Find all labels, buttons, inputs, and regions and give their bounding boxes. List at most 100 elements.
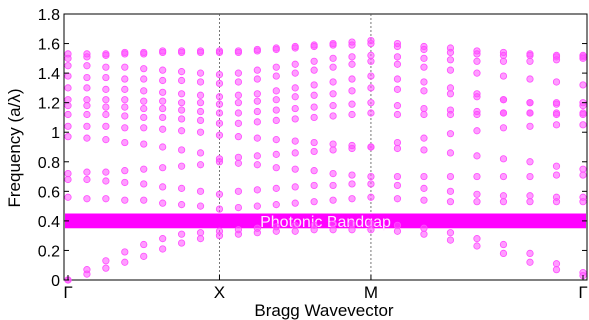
band-point — [579, 165, 587, 173]
band-point — [178, 68, 186, 76]
band-point — [420, 134, 428, 142]
band-point — [446, 90, 455, 98]
band-point — [102, 122, 110, 130]
band-point — [234, 78, 243, 86]
band-markers — [64, 36, 587, 284]
band-point — [272, 44, 280, 52]
band-point — [420, 54, 428, 62]
band-point — [310, 181, 318, 190]
band-point — [178, 90, 186, 98]
band-point — [121, 258, 129, 266]
band-point — [140, 140, 148, 148]
band-point — [83, 134, 91, 142]
y-tick-label: 0.4 — [38, 214, 60, 231]
band-point — [291, 69, 299, 77]
band-point — [178, 162, 186, 170]
band-point — [121, 48, 129, 57]
band-point — [196, 78, 205, 86]
band-point — [64, 102, 72, 110]
band-point — [159, 104, 167, 113]
band-point — [291, 199, 299, 207]
band-point — [579, 171, 587, 179]
band-point — [291, 60, 299, 68]
band-point — [329, 112, 337, 120]
band-point — [499, 240, 508, 249]
band-point — [552, 162, 561, 170]
band-point — [310, 221, 318, 229]
band-point — [159, 199, 167, 207]
band-point — [234, 119, 243, 127]
band-point — [329, 54, 337, 62]
band-point — [329, 226, 337, 234]
band-point — [552, 51, 561, 59]
band-point — [140, 165, 148, 173]
band-point — [196, 128, 205, 136]
band-series-12 — [64, 57, 587, 89]
band-point — [178, 184, 186, 192]
band-point — [121, 124, 129, 132]
band-point — [552, 266, 561, 274]
band-point — [291, 137, 299, 145]
band-point — [234, 47, 243, 55]
band-point — [579, 269, 587, 277]
band-point — [420, 42, 428, 51]
band-point — [446, 198, 455, 206]
band-point — [310, 198, 318, 206]
band-point — [473, 242, 481, 250]
band-point — [178, 47, 186, 55]
band-point — [121, 112, 129, 120]
band-point — [473, 198, 481, 206]
band-point — [499, 192, 508, 200]
band-point — [420, 87, 428, 95]
band-point — [329, 181, 337, 190]
band-point — [291, 149, 299, 157]
band-point — [102, 195, 110, 203]
band-point — [159, 97, 167, 105]
band-point — [215, 190, 224, 198]
band-point — [329, 220, 337, 228]
band-point — [291, 183, 299, 191]
band-point — [159, 66, 167, 74]
band-point — [348, 110, 356, 119]
band-series-5 — [64, 158, 587, 181]
band-point — [526, 75, 534, 83]
y-tick-label: 1.4 — [38, 66, 60, 83]
band-point — [552, 110, 561, 119]
band-point — [83, 50, 91, 58]
band-point — [310, 41, 318, 49]
band-point — [83, 96, 91, 104]
band-series-10 — [64, 84, 587, 110]
band-point — [272, 106, 280, 114]
band-point — [215, 70, 224, 79]
band-point — [159, 143, 167, 151]
band-point — [64, 84, 72, 92]
band-point — [446, 149, 455, 157]
band-point — [393, 172, 402, 181]
band-point — [367, 57, 375, 65]
band-point — [234, 99, 243, 107]
x-axis-label: Bragg Wavevector — [254, 301, 394, 320]
band-point — [140, 87, 148, 95]
band-point — [272, 201, 280, 209]
band-point — [178, 99, 186, 107]
y-axis-ticks: 0 0.2 0.4 0.6 0.8 1 1.2 1.4 1.6 1.8 — [38, 7, 587, 290]
band-point — [196, 187, 205, 195]
band-point — [473, 235, 481, 243]
band-point — [121, 75, 129, 83]
band-point — [348, 53, 356, 61]
band-point — [446, 187, 455, 195]
band-point — [159, 245, 167, 253]
band-point — [291, 115, 299, 123]
band-point — [526, 198, 534, 206]
band-point — [420, 196, 428, 204]
band-point — [64, 175, 72, 184]
band-point — [367, 36, 375, 45]
plot-area — [63, 13, 588, 281]
band-point — [196, 235, 205, 243]
band-point — [393, 227, 402, 235]
band-point — [140, 124, 148, 132]
band-point — [140, 240, 148, 249]
band-point — [121, 85, 129, 93]
band-series-2 — [64, 220, 587, 284]
